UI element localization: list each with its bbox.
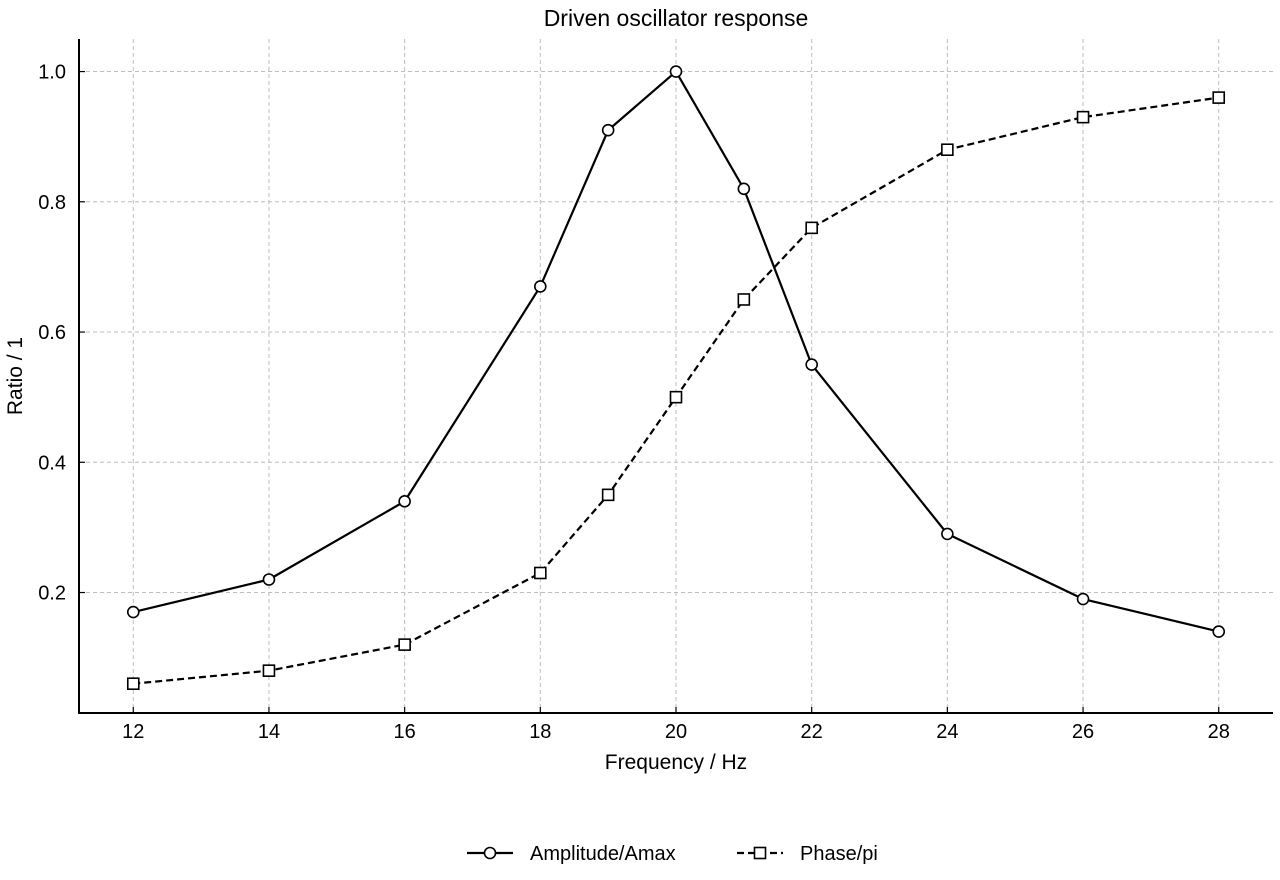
x-tick-label: 22 bbox=[801, 721, 823, 743]
series-layer bbox=[126, 65, 1226, 690]
amplitude-point bbox=[126, 605, 140, 619]
series-amplitude bbox=[126, 65, 1226, 638]
x-tick-label: 18 bbox=[529, 721, 551, 743]
grid bbox=[79, 39, 1273, 713]
x-tick-label: 14 bbox=[258, 721, 280, 743]
amplitude-point bbox=[601, 123, 615, 137]
x-tick-label: 26 bbox=[1072, 721, 1094, 743]
amplitude-point bbox=[669, 65, 683, 78]
y-tick-label: 0.4 bbox=[38, 452, 66, 474]
amplitude-point bbox=[941, 527, 954, 541]
y-tick-label: 1.0 bbox=[38, 62, 66, 84]
x-tick-label: 28 bbox=[1208, 721, 1230, 743]
phase-point bbox=[534, 566, 547, 580]
y-tick-label: 0.2 bbox=[38, 583, 66, 605]
amplitude-point bbox=[398, 495, 411, 508]
legend-label: Amplitude/Amax bbox=[530, 843, 676, 865]
amplitude-point bbox=[737, 182, 751, 196]
y-tick-label: 0.6 bbox=[38, 322, 66, 344]
phase-point bbox=[601, 488, 615, 502]
phase-point bbox=[1076, 110, 1090, 124]
phase-point bbox=[262, 664, 276, 677]
phase-point bbox=[126, 677, 140, 690]
y-axis-ticks: 0.2 0.4 0.6 0.8 1.0 bbox=[38, 62, 85, 605]
phase-point bbox=[1212, 91, 1226, 104]
legend-item: Phase/pi bbox=[737, 843, 878, 865]
y-axis-title: Ratio / 1 bbox=[4, 337, 27, 415]
x-tick-label: 16 bbox=[394, 721, 416, 743]
x-tick-label: 24 bbox=[936, 721, 958, 743]
legend-label: Phase/pi bbox=[800, 843, 878, 865]
legend-marker bbox=[483, 846, 497, 860]
phase-point bbox=[805, 221, 818, 235]
amplitude-point bbox=[1076, 592, 1090, 606]
legend-marker bbox=[753, 846, 767, 860]
chart-title: Driven oscillator response bbox=[544, 5, 809, 31]
x-axis-title: Frequency / Hz bbox=[605, 751, 747, 774]
phase-point bbox=[398, 638, 411, 651]
legend-item: Amplitude/Amax bbox=[467, 843, 676, 865]
amplitude-point bbox=[262, 573, 276, 586]
x-axis-ticks: 12 14 16 18 20 22 24 26 28 bbox=[122, 707, 1230, 743]
series-phase bbox=[126, 91, 1226, 690]
legend: Amplitude/Amax Phase/pi bbox=[467, 843, 878, 865]
y-tick-label: 0.8 bbox=[38, 192, 66, 214]
series-line bbox=[133, 70, 1219, 633]
phase-point bbox=[669, 390, 683, 404]
phase-point bbox=[737, 293, 751, 306]
x-tick-label: 12 bbox=[122, 721, 144, 743]
amplitude-point bbox=[805, 358, 818, 371]
phase-point bbox=[941, 143, 954, 157]
x-tick-label: 20 bbox=[665, 721, 687, 743]
amplitude-point bbox=[534, 280, 547, 293]
amplitude-point bbox=[1212, 625, 1226, 638]
